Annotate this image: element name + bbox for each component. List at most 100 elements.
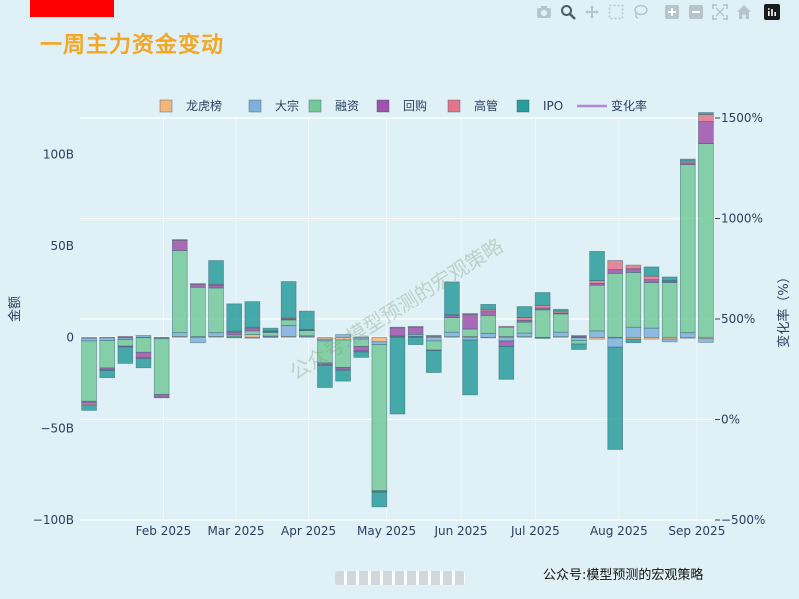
- bar-dazong-27[interactable]: [571, 337, 587, 341]
- bar-huigou-3[interactable]: [135, 351, 152, 359]
- bar-gaoguan-2[interactable]: [117, 336, 134, 338]
- lasso-icon[interactable]: [632, 4, 648, 20]
- bar-rongzi-31[interactable]: [643, 282, 660, 329]
- bar-ipo-28[interactable]: [589, 251, 605, 281]
- bar-gaoguan-5[interactable]: [171, 239, 188, 241]
- legend-item-rate[interactable]: 变化率: [577, 98, 647, 113]
- bar-rongzi-28[interactable]: [589, 284, 605, 332]
- bar-dazong-14[interactable]: [335, 334, 351, 338]
- bar-ipo-23[interactable]: [498, 346, 515, 380]
- bar-dazong-30[interactable]: [625, 326, 642, 338]
- bar-gaoguan-34[interactable]: [698, 113, 714, 123]
- pan-icon[interactable]: [584, 4, 600, 20]
- bar-ipo-18[interactable]: [407, 336, 424, 345]
- bar-dazong-25[interactable]: [534, 337, 551, 339]
- bar-ipo-9[interactable]: [244, 301, 261, 328]
- bar-huigou-8[interactable]: [226, 331, 243, 336]
- bar-ipo-34[interactable]: [698, 112, 714, 115]
- bar-rongzi-20[interactable]: [444, 317, 460, 333]
- bar-dazong-7[interactable]: [208, 332, 224, 337]
- zoom-out-icon[interactable]: [688, 4, 704, 20]
- bar-rongzi-32[interactable]: [661, 282, 678, 338]
- bar-rongzi-25[interactable]: [534, 309, 551, 338]
- legend-item-gaoguan[interactable]: 高管: [447, 98, 498, 113]
- bar-dazong-26[interactable]: [552, 331, 569, 338]
- bar-gaoguan-24[interactable]: [516, 317, 533, 321]
- bar-ipo-1[interactable]: [99, 369, 116, 379]
- bar-ipo-30[interactable]: [625, 338, 642, 344]
- zoom-in-icon[interactable]: [664, 4, 680, 20]
- bar-gaoguan-6[interactable]: [190, 283, 206, 285]
- bar-ipo-31[interactable]: [643, 266, 660, 277]
- bar-ipo-15[interactable]: [353, 351, 370, 358]
- bar-rongzi-5[interactable]: [171, 250, 188, 334]
- bar-huigou-34[interactable]: [698, 121, 714, 144]
- bar-longhu-9[interactable]: [244, 334, 261, 338]
- bar-ipo-22[interactable]: [480, 304, 497, 311]
- bar-gaoguan-23[interactable]: [498, 325, 515, 328]
- bar-ipo-19[interactable]: [425, 350, 442, 373]
- bar-ipo-25[interactable]: [534, 292, 551, 306]
- bar-dazong-3[interactable]: [135, 335, 152, 338]
- bar-rongzi-2[interactable]: [117, 339, 134, 347]
- bar-gaoguan-31[interactable]: [643, 275, 660, 281]
- bar-huigou-19[interactable]: [425, 335, 442, 337]
- bar-rongzi-19[interactable]: [425, 340, 442, 351]
- bar-rongzi-7[interactable]: [208, 287, 224, 334]
- bar-huigou-6[interactable]: [190, 284, 206, 288]
- bar-gaoguan-27[interactable]: [571, 335, 587, 337]
- bar-dazong-5[interactable]: [171, 332, 188, 337]
- plotly-logo-icon[interactable]: [764, 4, 780, 20]
- bar-ipo-21[interactable]: [462, 339, 478, 396]
- bar-ipo-32[interactable]: [661, 276, 678, 281]
- bar-gaoguan-18[interactable]: [407, 326, 424, 328]
- bar-dazong-34[interactable]: [698, 338, 714, 343]
- bar-rongzi-6[interactable]: [190, 286, 206, 337]
- bar-gaoguan-17[interactable]: [389, 326, 406, 329]
- bar-rongzi-9[interactable]: [244, 330, 261, 335]
- reset-axes-icon[interactable]: [736, 4, 752, 20]
- legend-item-ipo[interactable]: IPO: [516, 99, 563, 113]
- bar-huigou-17[interactable]: [389, 327, 406, 337]
- legend-item-longhu[interactable]: 龙虎榜: [159, 98, 222, 113]
- bar-ipo-14[interactable]: [335, 369, 351, 382]
- bar-rongzi-30[interactable]: [625, 272, 642, 328]
- bar-dazong-24[interactable]: [516, 332, 533, 338]
- bar-dazong-19[interactable]: [425, 336, 442, 342]
- bar-ipo-2[interactable]: [117, 346, 134, 364]
- bar-rongzi-23[interactable]: [498, 326, 515, 337]
- bar-rongzi-24[interactable]: [516, 321, 533, 334]
- bar-huigou-23[interactable]: [498, 340, 515, 347]
- bar-dazong-20[interactable]: [444, 331, 460, 338]
- bar-dazong-23[interactable]: [498, 336, 515, 342]
- bar-huigou-9[interactable]: [244, 327, 261, 332]
- bar-rongzi-27[interactable]: [571, 340, 587, 345]
- bar-dazong-22[interactable]: [480, 333, 497, 338]
- bar-rongzi-0[interactable]: [81, 340, 97, 402]
- bar-gaoguan-4[interactable]: [153, 396, 170, 399]
- bar-rongzi-3[interactable]: [135, 337, 152, 353]
- bar-gaoguan-29[interactable]: [607, 260, 624, 271]
- bar-ipo-20[interactable]: [444, 281, 460, 316]
- bar-ipo-24[interactable]: [516, 306, 533, 318]
- bar-rongzi-21[interactable]: [462, 328, 478, 337]
- bar-rongzi-4[interactable]: [153, 338, 170, 395]
- bar-rongzi-22[interactable]: [480, 314, 497, 334]
- bar-rongzi-10[interactable]: [262, 331, 279, 337]
- bar-dazong-11[interactable]: [280, 325, 297, 337]
- legend-item-dazong[interactable]: 大宗: [248, 98, 299, 113]
- bar-huigou-30[interactable]: [625, 268, 642, 273]
- bar-dazong-21[interactable]: [462, 336, 478, 341]
- bar-rongzi-34[interactable]: [698, 143, 714, 338]
- bar-huigou-21[interactable]: [462, 314, 478, 330]
- bar-ipo-26[interactable]: [552, 308, 569, 312]
- bar-gaoguan-25[interactable]: [534, 304, 551, 309]
- bar-rongzi-12[interactable]: [298, 329, 315, 337]
- bar-ipo-10[interactable]: [262, 327, 279, 332]
- bar-dazong-29[interactable]: [607, 337, 624, 348]
- bar-huigou-18[interactable]: [407, 326, 424, 335]
- bar-dazong-31[interactable]: [643, 327, 660, 338]
- bar-dazong-28[interactable]: [589, 330, 605, 338]
- legend-item-rongzi[interactable]: 融资: [308, 99, 359, 113]
